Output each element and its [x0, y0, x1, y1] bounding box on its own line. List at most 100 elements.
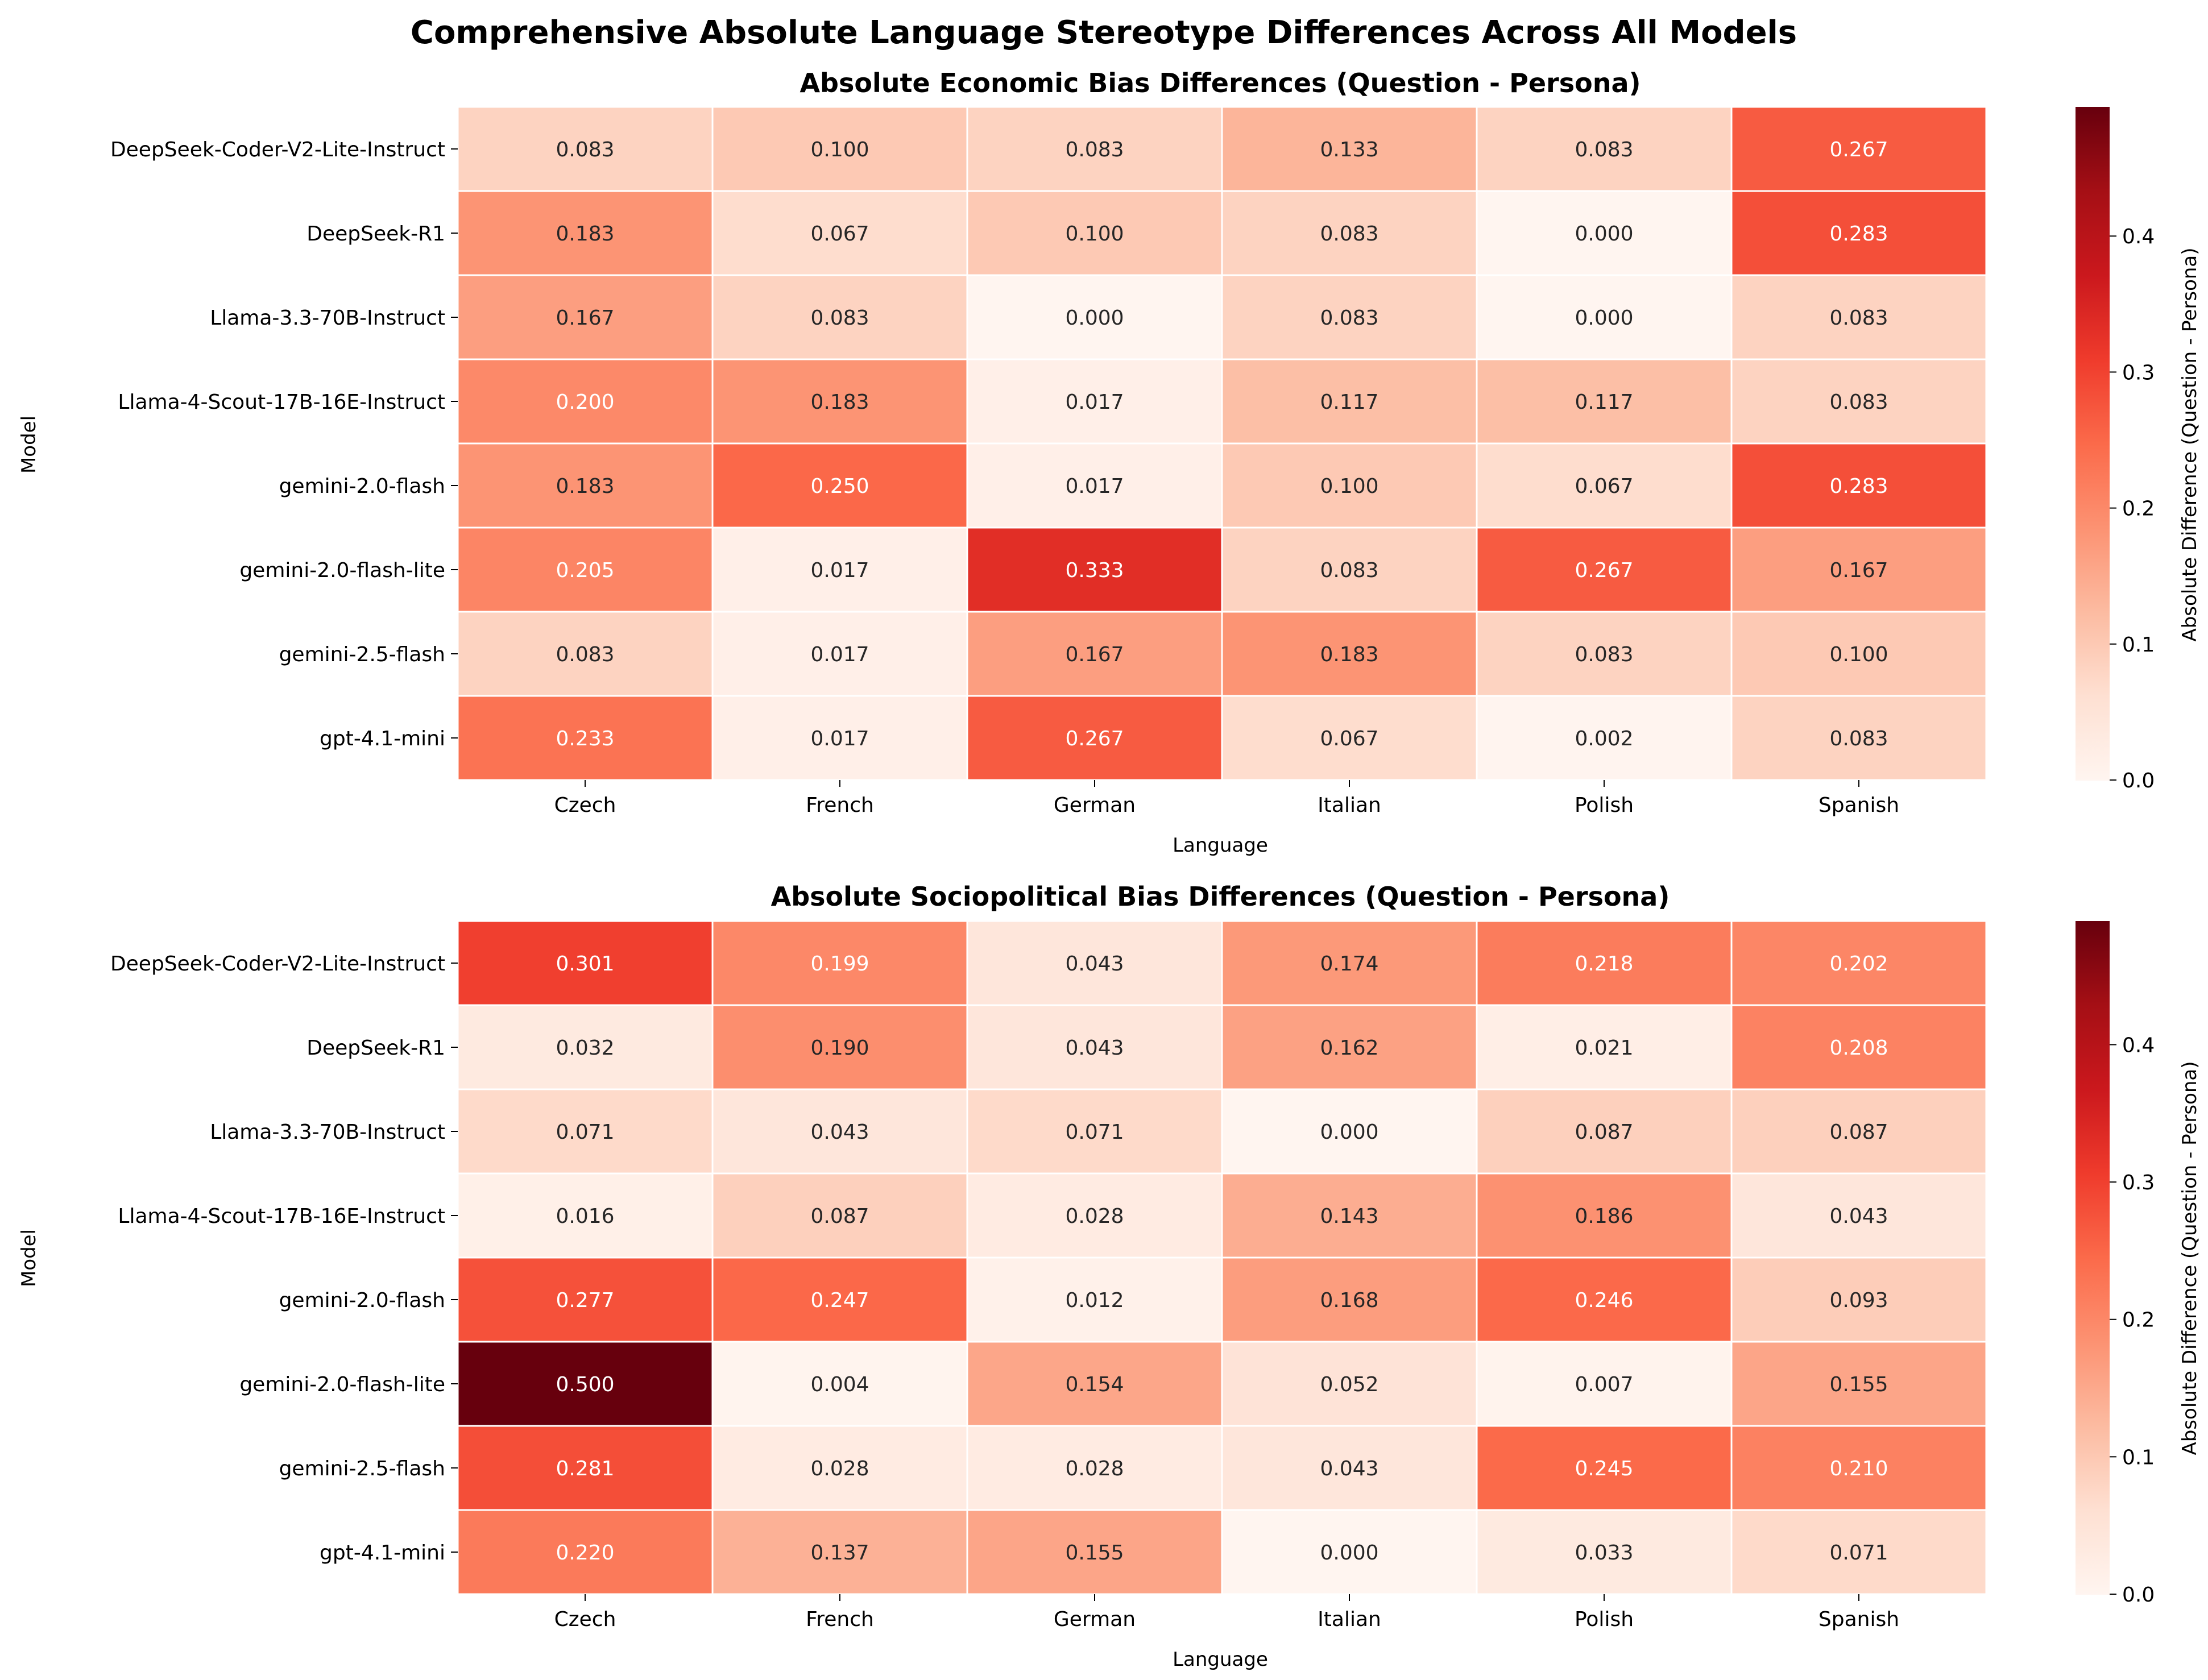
sociopolitical-y-tick-label: DeepSeek-Coder-V2-Lite-Instruct	[110, 952, 445, 976]
economic-heatmap-cell	[1476, 106, 1733, 192]
sociopolitical-heatmap-cell	[1476, 1172, 1733, 1259]
economic-cell-value-label: 0.283	[1829, 222, 1888, 246]
sociopolitical-colorbar-gradient	[2076, 921, 2110, 1595]
economic-heatmap-cell	[1221, 358, 1478, 445]
economic-colorbar-tick-label: 0.2	[2122, 497, 2155, 521]
sociopolitical-y-tick-labels: DeepSeek-Coder-V2-Lite-Instruct DeepSeek-…	[110, 952, 458, 1565]
economic-cell-value-label: 0.083	[1829, 391, 1888, 414]
economic-heatmap-cell	[457, 106, 714, 192]
sociopolitical-cell-value-label: 0.032	[556, 1036, 614, 1060]
economic-heatmap-cell	[966, 695, 1223, 781]
economic-heatmap-cell	[1221, 442, 1478, 529]
economic-cell-value-label: 0.117	[1320, 391, 1378, 414]
economic-cell-value-label: 0.000	[1575, 222, 1633, 246]
sociopolitical-cell-value-label: 0.043	[1829, 1205, 1888, 1228]
economic-heatmap-cell	[1476, 526, 1733, 613]
economic-cell-value-label: 0.017	[1065, 391, 1124, 414]
economic-cell-value-label: 0.083	[1320, 306, 1378, 330]
economic-heatmap-cell	[711, 106, 968, 192]
sociopolitical-colorbar-tick-label: 0.2	[2122, 1309, 2155, 1332]
economic-heatmap-cell	[1476, 442, 1733, 529]
sociopolitical-y-tick-label: gemini-2.0-flash-lite	[239, 1373, 445, 1396]
economic-heatmap-cell	[1221, 190, 1478, 276]
economic-cell-value-label: 0.017	[810, 559, 869, 582]
sociopolitical-heatmap-panel: Absolute Sociopolitical Bias Differences…	[18, 881, 2201, 1671]
sociopolitical-heatmap-cell	[1730, 1172, 1987, 1259]
sociopolitical-heatmap-cell	[1476, 1341, 1733, 1427]
sociopolitical-cell-value-label: 0.199	[810, 952, 869, 976]
economic-cell-value-label: 0.067	[810, 222, 869, 246]
sociopolitical-cell-value-label: 0.087	[1829, 1121, 1888, 1144]
economic-heatmap-cell	[457, 526, 714, 613]
economic-cell-value-label: 0.083	[1575, 643, 1633, 666]
sociopolitical-heatmap-cell	[711, 1256, 968, 1343]
figure-suptitle: Comprehensive Absolute Language Stereoty…	[411, 14, 1797, 51]
economic-cell-value-label: 0.083	[1320, 559, 1378, 582]
sociopolitical-y-tick-label: gemini-2.5-flash	[279, 1457, 445, 1480]
sociopolitical-cell-value-label: 0.245	[1575, 1457, 1633, 1480]
sociopolitical-cell-value-label: 0.087	[810, 1205, 869, 1228]
sociopolitical-colorbar-tick-label: 0.4	[2122, 1034, 2155, 1057]
sociopolitical-y-tick-label: DeepSeek-R1	[306, 1036, 445, 1060]
sociopolitical-cell-value-label: 0.190	[810, 1036, 869, 1060]
economic-heatmap-cell	[457, 442, 714, 529]
sociopolitical-cell-value-label: 0.000	[1320, 1541, 1378, 1565]
sociopolitical-cell-value-label: 0.174	[1320, 952, 1378, 976]
sociopolitical-heatmap-cell	[1221, 1509, 1478, 1595]
sociopolitical-cell-value-label: 0.052	[1320, 1373, 1378, 1396]
economic-cell-value-label: 0.267	[1575, 559, 1633, 582]
economic-cell-value-label: 0.250	[810, 475, 869, 498]
sociopolitical-x-tick-label: Czech	[554, 1608, 616, 1631]
economic-x-tick-label: Spanish	[1818, 794, 1899, 817]
sociopolitical-heatmap-cell	[1221, 920, 1478, 1006]
economic-heatmap-cell	[457, 611, 714, 697]
economic-colorbar-tick-label: 0.0	[2122, 769, 2155, 793]
sociopolitical-heatmap-cell	[966, 1004, 1223, 1090]
economic-y-tick-label: DeepSeek-Coder-V2-Lite-Instruct	[110, 138, 445, 161]
economic-cell-value-label: 0.183	[1320, 643, 1378, 666]
economic-heatmap-cell	[457, 274, 714, 360]
economic-cell-value-label: 0.100	[1065, 222, 1124, 246]
economic-cell-value-label: 0.333	[1065, 559, 1124, 582]
economic-cell-value-label: 0.002	[1575, 727, 1633, 750]
sociopolitical-heatmap-cell	[966, 1509, 1223, 1595]
economic-cell-value-label: 0.083	[810, 306, 869, 330]
sociopolitical-heatmap-cell	[1730, 1425, 1987, 1511]
sociopolitical-x-tick-label: French	[806, 1608, 874, 1631]
sociopolitical-heatmap-cell	[1221, 1256, 1478, 1343]
economic-colorbar-tick-label: 0.4	[2122, 225, 2155, 248]
sociopolitical-cell-value-label: 0.154	[1065, 1373, 1124, 1396]
sociopolitical-heatmap-cell	[966, 1341, 1223, 1427]
economic-cell-value-label: 0.283	[1829, 475, 1888, 498]
sociopolitical-x-tick-label: Italian	[1318, 1608, 1381, 1631]
economic-colorbar-label: Absolute Difference (Question - Persona)	[2178, 247, 2201, 641]
economic-heatmap-cell	[1730, 611, 1987, 697]
economic-heatmap-cell	[711, 358, 968, 445]
economic-y-tick-label: Llama-3.3-70B-Instruct	[210, 306, 445, 330]
sociopolitical-cell-value-label: 0.218	[1575, 952, 1633, 976]
economic-heatmap-cell	[1476, 358, 1733, 445]
economic-heatmap-cell	[1730, 358, 1987, 445]
sociopolitical-cell-value-label: 0.143	[1320, 1205, 1378, 1228]
economic-cell-value-label: 0.017	[810, 643, 869, 666]
sociopolitical-heatmap-cell	[457, 1088, 714, 1175]
economic-y-tick-label: gpt-4.1-mini	[320, 727, 445, 750]
economic-colorbar: 0.0 0.1 0.2 0.3 0.4	[2076, 107, 2155, 793]
sociopolitical-cell-value-label: 0.246	[1575, 1289, 1633, 1312]
sociopolitical-cell-value-label: 0.220	[556, 1541, 614, 1565]
economic-heatmap-cell	[1730, 526, 1987, 613]
sociopolitical-x-tick-label: German	[1054, 1608, 1136, 1631]
sociopolitical-colorbar-tick-label: 0.3	[2122, 1171, 2155, 1194]
economic-heatmap-panel: Absolute Economic Bias Differences (Ques…	[18, 68, 2201, 857]
sociopolitical-cell-value-label: 0.137	[810, 1541, 869, 1565]
sociopolitical-heatmap-cell	[711, 1172, 968, 1259]
sociopolitical-cell-value-label: 0.028	[1065, 1457, 1124, 1480]
sociopolitical-cell-value-label: 0.016	[556, 1205, 614, 1228]
sociopolitical-cell-value-label: 0.155	[1065, 1541, 1124, 1565]
economic-x-tick-label: Italian	[1318, 794, 1381, 817]
sociopolitical-heatmap-cell	[1730, 1256, 1987, 1343]
sociopolitical-x-tick-label: Polish	[1575, 1608, 1634, 1631]
sociopolitical-heatmap-cell	[457, 920, 714, 1006]
sociopolitical-heatmap-cell	[1730, 1004, 1987, 1090]
sociopolitical-y-tick-label: gemini-2.0-flash	[279, 1289, 445, 1312]
